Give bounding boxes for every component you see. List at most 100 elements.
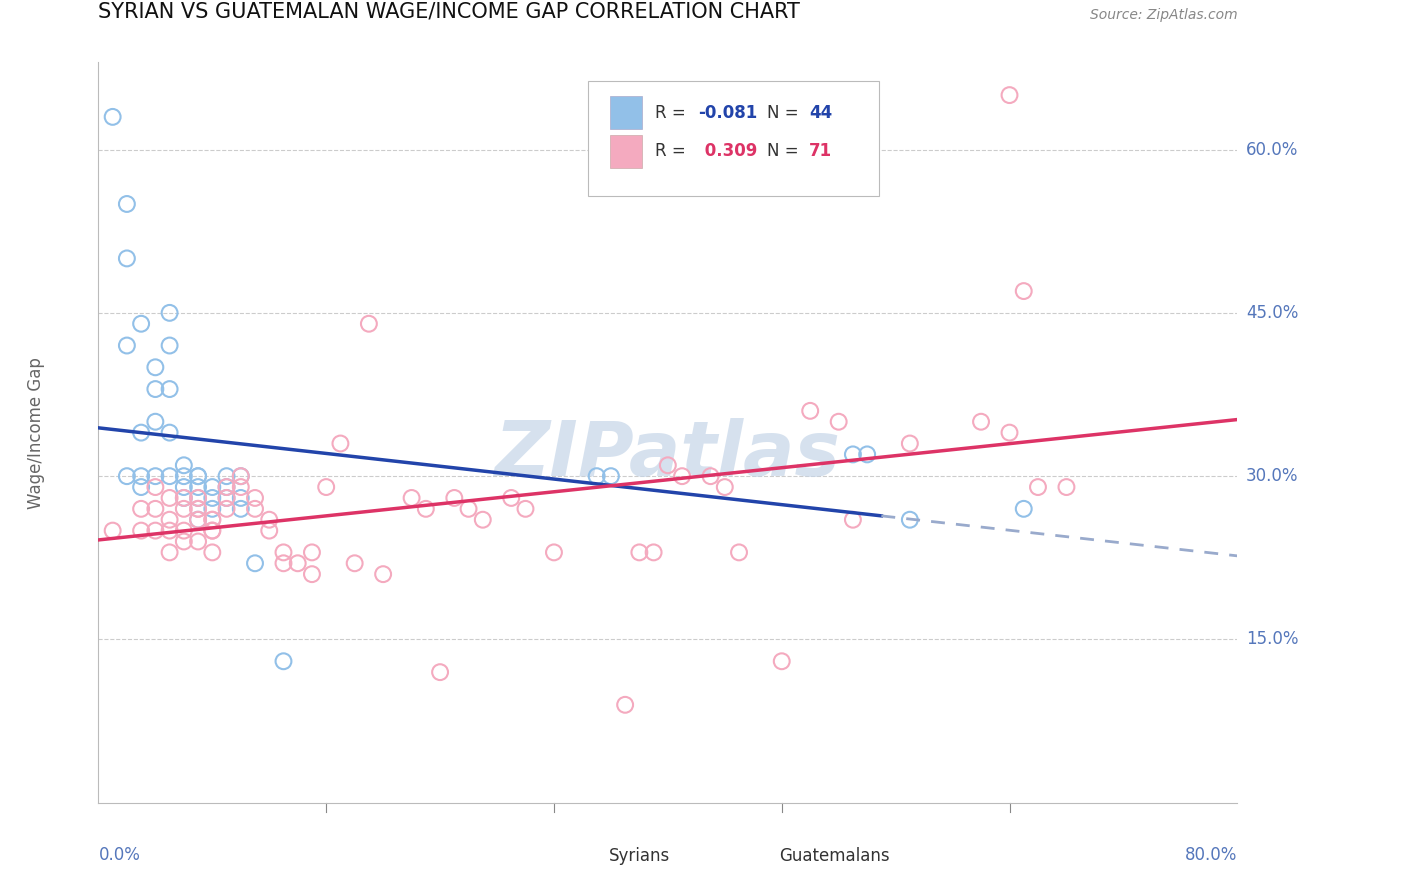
Point bbox=[159, 491, 181, 505]
Text: Guatemalans: Guatemalans bbox=[779, 847, 890, 865]
Point bbox=[201, 545, 224, 559]
Text: 0.0%: 0.0% bbox=[98, 847, 141, 864]
Point bbox=[129, 480, 152, 494]
Point bbox=[643, 545, 665, 559]
Point bbox=[515, 501, 537, 516]
Point bbox=[600, 469, 623, 483]
Point bbox=[145, 524, 167, 538]
Point bbox=[201, 513, 224, 527]
Point bbox=[273, 545, 295, 559]
Text: 0.309: 0.309 bbox=[699, 143, 756, 161]
Point bbox=[129, 469, 152, 483]
Text: 44: 44 bbox=[808, 103, 832, 122]
Text: N =: N = bbox=[766, 103, 804, 122]
Point bbox=[287, 556, 309, 570]
Point bbox=[101, 110, 124, 124]
Point bbox=[443, 491, 465, 505]
Point bbox=[898, 436, 921, 450]
Point bbox=[543, 545, 565, 559]
Point bbox=[1012, 501, 1035, 516]
Text: R =: R = bbox=[655, 143, 692, 161]
Point bbox=[1012, 284, 1035, 298]
FancyBboxPatch shape bbox=[610, 135, 641, 168]
Point bbox=[173, 469, 195, 483]
Point bbox=[129, 524, 152, 538]
Point bbox=[259, 513, 281, 527]
Point bbox=[187, 480, 209, 494]
Point bbox=[229, 501, 252, 516]
Text: 15.0%: 15.0% bbox=[1246, 631, 1298, 648]
Point bbox=[842, 447, 865, 461]
Text: 45.0%: 45.0% bbox=[1246, 304, 1298, 322]
Point bbox=[259, 524, 281, 538]
Point bbox=[115, 469, 138, 483]
Point bbox=[273, 654, 295, 668]
Point bbox=[201, 524, 224, 538]
Point bbox=[173, 501, 195, 516]
FancyBboxPatch shape bbox=[748, 844, 773, 868]
FancyBboxPatch shape bbox=[588, 81, 879, 195]
Point bbox=[343, 556, 366, 570]
Point bbox=[714, 480, 737, 494]
Point bbox=[842, 513, 865, 527]
Text: Source: ZipAtlas.com: Source: ZipAtlas.com bbox=[1090, 8, 1237, 21]
Point bbox=[585, 469, 607, 483]
Point bbox=[187, 491, 209, 505]
Point bbox=[159, 306, 181, 320]
Point bbox=[159, 382, 181, 396]
Point bbox=[699, 469, 721, 483]
Point bbox=[614, 698, 637, 712]
Point bbox=[243, 501, 266, 516]
Point bbox=[159, 425, 181, 440]
Point bbox=[828, 415, 851, 429]
Point bbox=[315, 480, 337, 494]
FancyBboxPatch shape bbox=[576, 844, 602, 868]
Point bbox=[187, 501, 209, 516]
Point bbox=[145, 415, 167, 429]
Point bbox=[501, 491, 523, 505]
Point bbox=[373, 567, 395, 582]
Point bbox=[101, 524, 124, 538]
Point bbox=[187, 534, 209, 549]
Point bbox=[301, 567, 323, 582]
Point bbox=[159, 545, 181, 559]
Point bbox=[215, 501, 238, 516]
Point bbox=[173, 491, 195, 505]
Point bbox=[201, 491, 224, 505]
Point bbox=[129, 317, 152, 331]
Point bbox=[329, 436, 352, 450]
Point bbox=[145, 382, 167, 396]
Point bbox=[229, 469, 252, 483]
Point bbox=[187, 491, 209, 505]
Point bbox=[173, 534, 195, 549]
Point bbox=[770, 654, 793, 668]
Text: ZIPatlas: ZIPatlas bbox=[495, 417, 841, 491]
Point bbox=[229, 480, 252, 494]
Point bbox=[187, 513, 209, 527]
Point bbox=[159, 524, 181, 538]
Text: N =: N = bbox=[766, 143, 804, 161]
Text: 30.0%: 30.0% bbox=[1246, 467, 1298, 485]
Point bbox=[229, 469, 252, 483]
Point bbox=[201, 513, 224, 527]
Point bbox=[173, 491, 195, 505]
Text: 71: 71 bbox=[808, 143, 832, 161]
Point bbox=[145, 480, 167, 494]
Point bbox=[173, 524, 195, 538]
Point bbox=[429, 665, 451, 680]
Point bbox=[187, 469, 209, 483]
Point bbox=[215, 480, 238, 494]
Point bbox=[671, 469, 693, 483]
Text: R =: R = bbox=[655, 103, 692, 122]
Point bbox=[273, 556, 295, 570]
Text: SYRIAN VS GUATEMALAN WAGE/INCOME GAP CORRELATION CHART: SYRIAN VS GUATEMALAN WAGE/INCOME GAP COR… bbox=[98, 2, 800, 21]
Point bbox=[145, 501, 167, 516]
Point bbox=[1056, 480, 1078, 494]
Point bbox=[187, 501, 209, 516]
Point bbox=[115, 252, 138, 266]
Point bbox=[728, 545, 751, 559]
Point bbox=[970, 415, 993, 429]
Point bbox=[457, 501, 479, 516]
Text: -0.081: -0.081 bbox=[699, 103, 758, 122]
Point bbox=[187, 513, 209, 527]
